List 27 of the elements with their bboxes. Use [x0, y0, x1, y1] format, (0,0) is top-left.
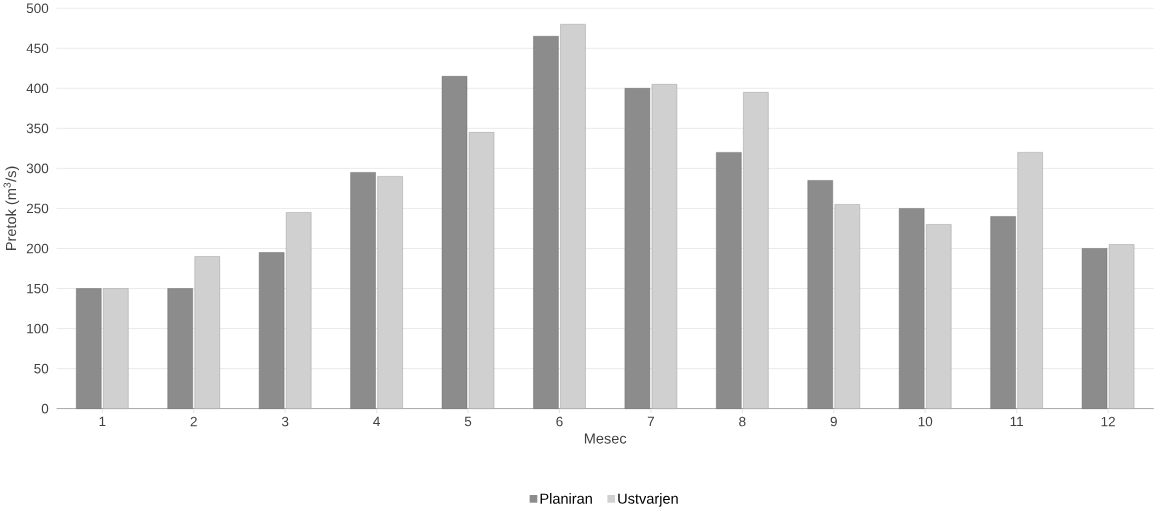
y-tick-label: 450 [26, 43, 49, 53]
x-tick-label: 2 [190, 416, 197, 427]
y-axis-title: Pretok (m$^{3}$/s) [3, 166, 20, 250]
x-tick-label: 3 [281, 416, 289, 427]
y-tick-label: 300 [26, 163, 49, 174]
legend-label: Planiran [540, 492, 592, 504]
x-tick-label: 10 [918, 416, 933, 427]
x-tick-label: 6 [556, 416, 563, 427]
x-tick-label: 5 [464, 416, 472, 427]
y-tick-label: 200 [26, 243, 49, 254]
y-tick-label: 400 [26, 83, 49, 93]
y-tick-label: 350 [26, 123, 49, 133]
y-tick-label: 0 [41, 403, 49, 414]
x-tick-label: 7 [647, 416, 654, 426]
legend-label: Ustvarjen [618, 492, 678, 507]
x-tick-label: 1 [99, 416, 106, 426]
y-tick-label: 250 [26, 203, 49, 214]
x-tick-label: 9 [830, 416, 837, 427]
x-tick-label: 4 [373, 416, 380, 426]
y-tick-label: 50 [34, 363, 49, 374]
x-tick-label: 11 [1010, 416, 1024, 426]
y-tick-label: 500 [26, 3, 49, 13]
x-axis-title: Mesec [584, 433, 627, 444]
y-tick-label: 150 [27, 283, 49, 294]
y-tick-label: 100 [27, 323, 49, 334]
x-tick-label: 12 [1101, 416, 1115, 427]
x-tick-label: 8 [739, 416, 746, 427]
